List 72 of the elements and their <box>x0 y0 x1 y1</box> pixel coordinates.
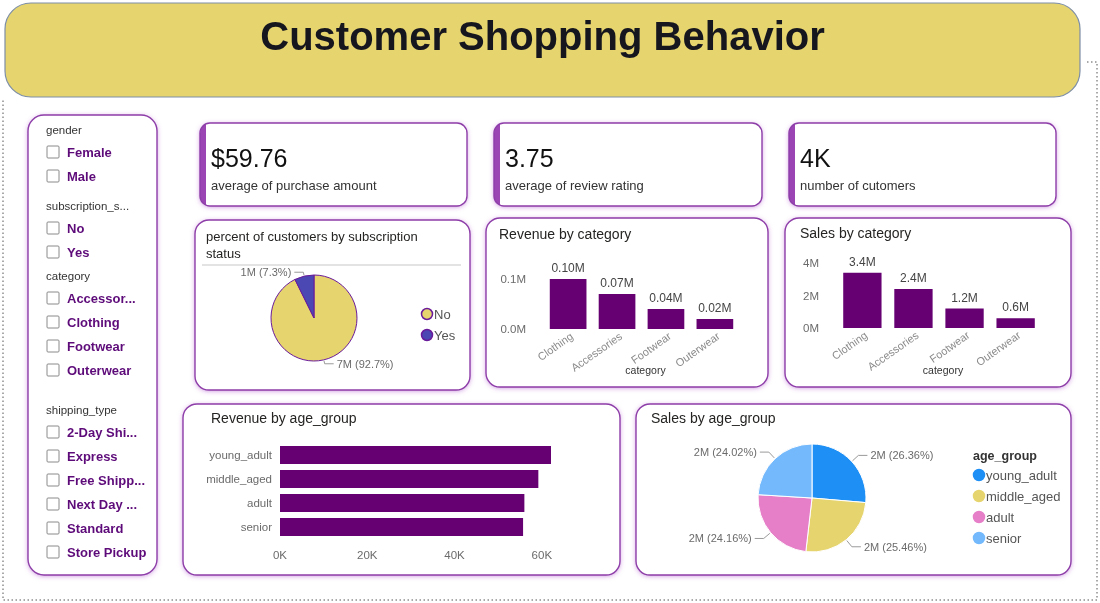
y-tick-label: 2M <box>803 289 819 302</box>
data-label: 0.07M <box>600 276 634 290</box>
chart-title: Sales by age_group <box>651 410 776 426</box>
text: Free Shipp... <box>67 473 146 488</box>
text: No <box>67 221 85 236</box>
x-axis-title: category <box>625 364 667 376</box>
legend-label: young_adult <box>986 467 1058 483</box>
bar <box>945 308 984 328</box>
y-tick-label: senior <box>240 521 273 533</box>
chart-title: percent of customers by subscription status <box>206 229 418 261</box>
chart-title: Revenue by age_group <box>211 410 357 426</box>
x-axis-title: category <box>922 364 964 376</box>
bar <box>843 272 882 328</box>
legend-label: No <box>434 306 451 322</box>
text: number of cutomers <box>800 178 917 193</box>
text: $59.76 <box>211 144 288 172</box>
chart-title: Sales by category <box>800 225 912 241</box>
y-tick-label: young_adult <box>209 449 273 461</box>
data-label: 0.6M <box>1002 300 1029 315</box>
text: gender <box>46 124 82 136</box>
data-label: 2M (24.16%) <box>688 532 752 545</box>
chart-title: Revenue by category <box>499 226 632 242</box>
text: Clothing <box>67 315 120 330</box>
text: Store Pickup <box>67 545 147 560</box>
text: average of purchase amount <box>211 178 377 193</box>
bar <box>549 279 587 329</box>
bar <box>894 289 933 328</box>
text: Yes <box>67 245 90 260</box>
data-label: 2.4M <box>900 271 927 285</box>
bar <box>996 318 1035 328</box>
data-label: 1.2M <box>951 290 978 305</box>
data-label: 1M (7.3%) <box>240 266 292 279</box>
text: Male <box>67 169 96 184</box>
y-tick-label: 4M <box>803 257 819 269</box>
text: Accessor... <box>67 291 136 306</box>
legend-label: adult <box>986 509 1015 525</box>
data-label: 0.10M <box>551 261 585 275</box>
legend-label: senior <box>986 530 1023 546</box>
bar <box>647 309 685 329</box>
text: 3.75 <box>505 144 554 172</box>
data-label: 2M (24.02%) <box>693 446 757 459</box>
x-tick-label: 0K <box>272 549 288 561</box>
text: subscription_s... <box>46 200 130 212</box>
text: Next Day ... <box>67 497 138 512</box>
data-label: 3.4M <box>849 254 876 269</box>
data-label: 2M (25.46%) <box>863 540 927 553</box>
y-tick-label: adult <box>247 497 273 509</box>
x-tick-label: 40K <box>444 549 466 561</box>
text: Express <box>67 449 118 464</box>
x-tick-label: 60K <box>531 549 553 561</box>
text: category <box>46 270 91 282</box>
legend-label: middle_aged <box>986 488 1061 504</box>
text: Customer Shopping Behavior <box>260 14 825 58</box>
text: 2-Day Shi... <box>67 425 138 440</box>
text: shipping_type <box>46 404 117 416</box>
y-tick-label: 0.1M <box>500 273 526 285</box>
text: 4K <box>800 144 831 172</box>
y-tick-label: 0M <box>803 322 819 334</box>
data-label: 0.04M <box>649 291 683 305</box>
text: Standard <box>67 521 124 536</box>
data-label: 2M (26.36%) <box>870 449 934 462</box>
text: Female <box>67 145 112 160</box>
y-tick-label: 0.0M <box>500 323 526 335</box>
y-tick-label: middle_aged <box>206 473 272 485</box>
data-label: 0.02M <box>698 301 732 315</box>
bar <box>598 294 636 329</box>
data-label: 7M (92.7%) <box>336 357 394 370</box>
x-tick-label: 20K <box>357 549 378 561</box>
bar <box>696 319 734 329</box>
legend-label: Yes <box>434 327 456 343</box>
text: average of review rating <box>505 178 644 193</box>
legend-title: age_group <box>973 449 1038 463</box>
